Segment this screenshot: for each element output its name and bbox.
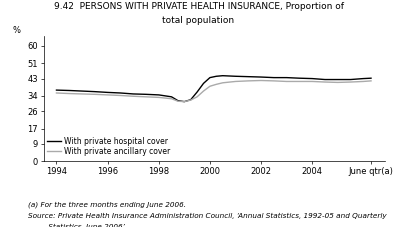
With private hospital cover [54, 89, 59, 91]
With private hospital cover [195, 91, 200, 93]
With private ancillary cover [118, 94, 123, 97]
With private hospital cover [93, 90, 97, 93]
With private ancillary cover [131, 95, 135, 98]
With private ancillary cover [297, 80, 302, 83]
With private hospital cover [361, 77, 366, 80]
With private hospital cover [131, 93, 135, 95]
With private hospital cover [233, 75, 238, 78]
Text: %: % [13, 26, 21, 35]
With private ancillary cover [175, 100, 180, 103]
With private ancillary cover [188, 99, 193, 101]
With private ancillary cover [310, 80, 314, 83]
With private ancillary cover [361, 80, 366, 83]
With private hospital cover [284, 76, 289, 79]
With private ancillary cover [201, 90, 206, 92]
With private ancillary cover [335, 81, 340, 84]
With private ancillary cover [233, 80, 238, 83]
With private hospital cover [156, 94, 161, 96]
Text: total population: total population [162, 16, 235, 25]
With private hospital cover [272, 76, 276, 79]
With private ancillary cover [369, 79, 374, 82]
With private ancillary cover [259, 79, 264, 82]
With private ancillary cover [105, 94, 110, 96]
Text: 9.42  PERSONS WITH PRIVATE HEALTH INSURANCE, Proportion of: 9.42 PERSONS WITH PRIVATE HEALTH INSURAN… [54, 2, 343, 11]
With private hospital cover [348, 78, 353, 81]
With private ancillary cover [144, 96, 148, 98]
Text: Source: Private Health Insurance Administration Council, ‘Annual Statistics, 199: Source: Private Health Insurance Adminis… [28, 213, 386, 219]
With private ancillary cover [272, 79, 276, 82]
With private hospital cover [246, 75, 251, 78]
With private ancillary cover [169, 97, 174, 100]
With private hospital cover [208, 76, 212, 79]
Text: Statistics, June 2006’.: Statistics, June 2006’. [28, 224, 127, 227]
With private ancillary cover [246, 79, 251, 82]
With private hospital cover [175, 99, 180, 102]
Text: (a) For the three months ending June 2006.: (a) For the three months ending June 200… [28, 201, 186, 207]
With private hospital cover [297, 77, 302, 79]
With private hospital cover [169, 96, 174, 98]
With private hospital cover [67, 89, 71, 92]
With private ancillary cover [323, 81, 328, 83]
With private ancillary cover [80, 93, 85, 95]
With private hospital cover [323, 78, 328, 81]
With private hospital cover [144, 93, 148, 96]
Legend: With private hospital cover, With private ancillary cover: With private hospital cover, With privat… [48, 137, 171, 156]
With private hospital cover [118, 92, 123, 94]
With private ancillary cover [208, 85, 212, 88]
With private hospital cover [105, 91, 110, 94]
With private hospital cover [310, 77, 314, 80]
With private hospital cover [369, 77, 374, 79]
With private ancillary cover [220, 81, 225, 84]
With private hospital cover [188, 98, 193, 101]
With private ancillary cover [93, 93, 97, 96]
With private ancillary cover [67, 92, 71, 95]
With private ancillary cover [348, 81, 353, 83]
With private hospital cover [220, 74, 225, 77]
With private hospital cover [214, 75, 219, 78]
With private hospital cover [182, 100, 187, 103]
With private hospital cover [335, 78, 340, 81]
With private ancillary cover [214, 83, 219, 86]
With private ancillary cover [156, 96, 161, 99]
With private ancillary cover [195, 96, 200, 98]
With private ancillary cover [54, 92, 59, 94]
With private ancillary cover [182, 100, 187, 103]
With private hospital cover [259, 76, 264, 78]
Line: With private ancillary cover: With private ancillary cover [56, 81, 371, 102]
Line: With private hospital cover: With private hospital cover [56, 76, 371, 102]
With private hospital cover [201, 82, 206, 85]
With private hospital cover [80, 90, 85, 92]
With private ancillary cover [284, 80, 289, 83]
